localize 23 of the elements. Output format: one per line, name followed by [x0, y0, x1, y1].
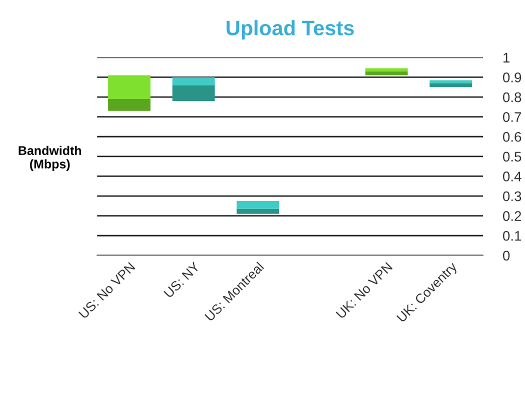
y-tick-label: 1	[504, 52, 510, 62]
bar	[430, 80, 472, 84]
bar	[172, 77, 215, 86]
y-tick-label: 0.5	[502, 152, 522, 162]
y-tick-label: 0.6	[502, 132, 522, 142]
bar	[236, 200, 280, 209]
y-tick-label: 0.3	[502, 191, 522, 202]
y-tick-label: 0.8	[502, 92, 522, 102]
y-tick-label: 0.2	[502, 211, 522, 221]
bar	[236, 208, 280, 214]
y-axis-title: Bandwidth (Mbps)	[18, 146, 82, 171]
chart-title: Upload Tests	[226, 20, 354, 40]
x-tick-label: US: NY	[163, 261, 200, 298]
bar	[172, 85, 215, 101]
y-tick-label: 0.9	[502, 72, 522, 82]
bar	[430, 83, 472, 88]
y-tick-label: 0.7	[502, 112, 522, 122]
y-tick-label: 0	[502, 250, 510, 261]
bar	[108, 75, 151, 99]
y-tick-label: 0.4	[502, 172, 522, 182]
bar	[365, 68, 408, 72]
bar	[108, 99, 151, 111]
y-tick-label: 0.1	[502, 230, 522, 241]
